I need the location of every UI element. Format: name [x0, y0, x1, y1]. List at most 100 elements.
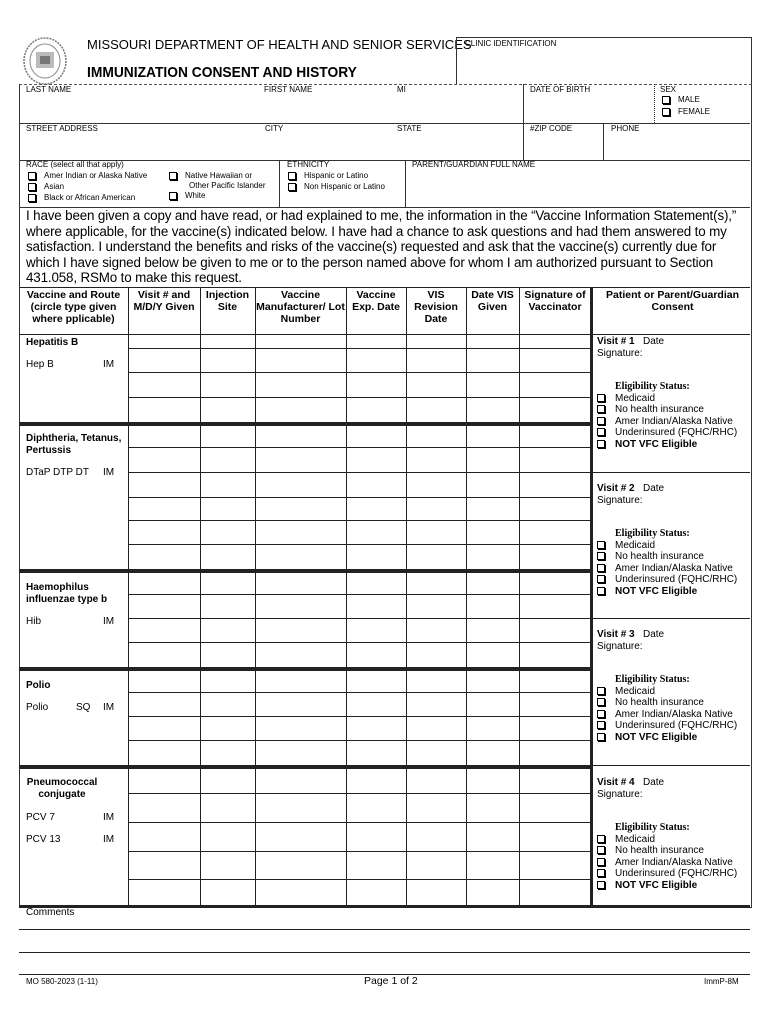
visit-2-consent[interactable]: Visit # 2 Date Signature: Eligibility St…: [597, 483, 747, 597]
option-label: Underinsured (FQHC/RHC): [615, 427, 738, 438]
sex-label: SEX: [660, 85, 677, 94]
visit-date-field[interactable]: Date: [642, 336, 665, 347]
option-label: Medicaid: [615, 685, 656, 697]
eligibility-underinsured-checkbox[interactable]: Underinsured (FQHC/RHC): [597, 868, 747, 880]
eligibility-amer-indian-checkbox[interactable]: Amer Indian/Alaska Native: [597, 709, 747, 721]
table-column-line: [346, 287, 347, 905]
divider: [523, 84, 524, 160]
route-sq[interactable]: SQ: [76, 702, 91, 713]
visit-4-consent[interactable]: Visit # 4 Date Signature: Eligibility St…: [597, 777, 747, 891]
vaccine-hepatitis-b: Hepatitis B: [26, 337, 79, 348]
route-im[interactable]: IM: [103, 812, 115, 823]
state-field[interactable]: STATE: [397, 124, 422, 133]
checkbox-icon: [597, 575, 605, 584]
eligibility-medicaid-checkbox[interactable]: Medicaid: [597, 393, 747, 405]
vaccine-type: Polio: [26, 702, 49, 713]
eligibility-amer-indian-checkbox[interactable]: Amer Indian/Alaska Native: [597, 416, 747, 428]
race-black-checkbox[interactable]: Black or African American: [28, 192, 135, 203]
checkbox-icon: [597, 869, 605, 878]
visit-date-field[interactable]: Date: [642, 629, 665, 640]
visit-label: Visit # 1: [597, 336, 635, 347]
route-im[interactable]: IM: [103, 834, 115, 845]
table-header-line: [19, 334, 750, 335]
race-white-checkbox[interactable]: White: [169, 190, 205, 201]
ethnicity-label: ETHNICITY: [287, 160, 330, 169]
consent-statement: I have been given a copy and have read, …: [26, 208, 737, 286]
ethnicity-hispanic-checkbox[interactable]: Hispanic or Latino: [288, 170, 368, 181]
race-native-hawaiian-checkbox[interactable]: Native Hawaiian or: [169, 170, 252, 181]
eligibility-not-vfc-checkbox[interactable]: NOT VFC Eligible: [597, 439, 747, 451]
checkbox-icon: [597, 880, 605, 889]
header-date-vis-given: Date VIS Given: [471, 289, 514, 313]
eligibility-medicaid-checkbox[interactable]: Medicaid: [597, 540, 747, 552]
city-field[interactable]: CITY: [265, 124, 284, 133]
visit-signature-field[interactable]: Signature:: [597, 640, 643, 652]
race-label: RACE (select all that apply): [26, 160, 124, 169]
eligibility-no-insurance-checkbox[interactable]: No health insurance: [597, 404, 747, 416]
zip-code-field[interactable]: #ZIP CODE: [530, 124, 573, 133]
checkbox-icon: [28, 171, 36, 180]
eligibility-no-insurance-checkbox[interactable]: No health insurance: [597, 551, 747, 563]
form-number: MO 580-2023 (1-11): [26, 977, 98, 986]
route-im[interactable]: IM: [103, 702, 115, 713]
last-name-field[interactable]: LAST NAME: [26, 85, 72, 94]
vaccine-type[interactable]: PCV 13: [26, 834, 61, 845]
table-column-line: [200, 287, 201, 905]
parent-guardian-name-field[interactable]: PARENT/GUARDIAN FULL NAME: [412, 160, 536, 169]
street-address-field[interactable]: STREET ADDRESS: [26, 124, 98, 133]
date-of-birth-field[interactable]: DATE OF BIRTH: [530, 85, 591, 94]
vaccine-type[interactable]: DTaP DTP DT: [26, 467, 89, 478]
option-label: NOT VFC Eligible: [615, 438, 698, 450]
route-im[interactable]: IM: [103, 467, 115, 478]
eligibility-no-insurance-checkbox[interactable]: No health insurance: [597, 845, 747, 857]
checkbox-icon: [597, 563, 605, 572]
checkbox-icon: [662, 95, 670, 104]
visit-signature-field[interactable]: Signature:: [597, 788, 643, 800]
clinic-identification-field[interactable]: CLINIC IDENTIFICATION: [456, 37, 752, 85]
form-title: IMMUNIZATION CONSENT AND HISTORY: [87, 64, 357, 81]
checkbox-icon: [597, 540, 605, 549]
checkbox-icon: [169, 171, 177, 180]
sex-female-checkbox[interactable]: FEMALE: [662, 106, 710, 117]
phone-field[interactable]: PHONE: [611, 124, 640, 133]
eligibility-amer-indian-checkbox[interactable]: Amer Indian/Alaska Native: [597, 857, 747, 869]
visit-date-field[interactable]: Date: [642, 777, 665, 788]
mi-field[interactable]: MI: [397, 85, 406, 94]
vaccine-type: Hep B: [26, 359, 54, 370]
eligibility-underinsured-checkbox[interactable]: Underinsured (FQHC/RHC): [597, 427, 747, 439]
vaccine-type[interactable]: PCV 7: [26, 812, 55, 823]
eligibility-amer-indian-checkbox[interactable]: Amer Indian/Alaska Native: [597, 563, 747, 575]
option-label: White: [185, 191, 206, 200]
eligibility-not-vfc-checkbox[interactable]: NOT VFC Eligible: [597, 880, 747, 892]
route-im[interactable]: IM: [103, 359, 115, 370]
eligibility-medicaid-checkbox[interactable]: Medicaid: [597, 686, 747, 698]
comments-field[interactable]: [19, 906, 750, 974]
checkbox-icon: [597, 416, 605, 425]
table-column-line: [519, 287, 520, 905]
race-amer-indian-checkbox[interactable]: Amer Indian or Alaska Native: [28, 170, 147, 181]
visit-1-consent[interactable]: Visit # 1 Date Signature: Eligibility St…: [597, 336, 747, 450]
route-im[interactable]: IM: [103, 616, 115, 627]
eligibility-title: Eligibility Status:: [615, 381, 690, 392]
checkbox-icon: [597, 405, 605, 414]
first-name-field[interactable]: FIRST NAME: [264, 85, 313, 94]
eligibility-medicaid-checkbox[interactable]: Medicaid: [597, 834, 747, 846]
eligibility-underinsured-checkbox[interactable]: Underinsured (FQHC/RHC): [597, 574, 747, 586]
eligibility-underinsured-checkbox[interactable]: Underinsured (FQHC/RHC): [597, 720, 747, 732]
eligibility-not-vfc-checkbox[interactable]: NOT VFC Eligible: [597, 586, 747, 598]
table-bottom-line: [19, 905, 750, 908]
option-label: Medicaid: [615, 833, 656, 845]
visit-3-consent[interactable]: Visit # 3 Date Signature: Eligibility St…: [597, 629, 747, 743]
table-row-line: [128, 740, 590, 741]
visit-date-field[interactable]: Date: [642, 483, 665, 494]
sex-male-checkbox[interactable]: MALE: [662, 94, 700, 105]
table-column-line: [128, 287, 129, 905]
ethnicity-non-hispanic-checkbox[interactable]: Non Hispanic or Latino: [288, 181, 385, 192]
visit-signature-field[interactable]: Signature:: [597, 494, 643, 506]
eligibility-not-vfc-checkbox[interactable]: NOT VFC Eligible: [597, 732, 747, 744]
visit-signature-field[interactable]: Signature:: [597, 347, 643, 359]
table-row-line: [128, 372, 590, 373]
eligibility-no-insurance-checkbox[interactable]: No health insurance: [597, 697, 747, 709]
race-asian-checkbox[interactable]: Asian: [28, 181, 64, 192]
option-label: Hispanic or Latino: [304, 171, 369, 180]
